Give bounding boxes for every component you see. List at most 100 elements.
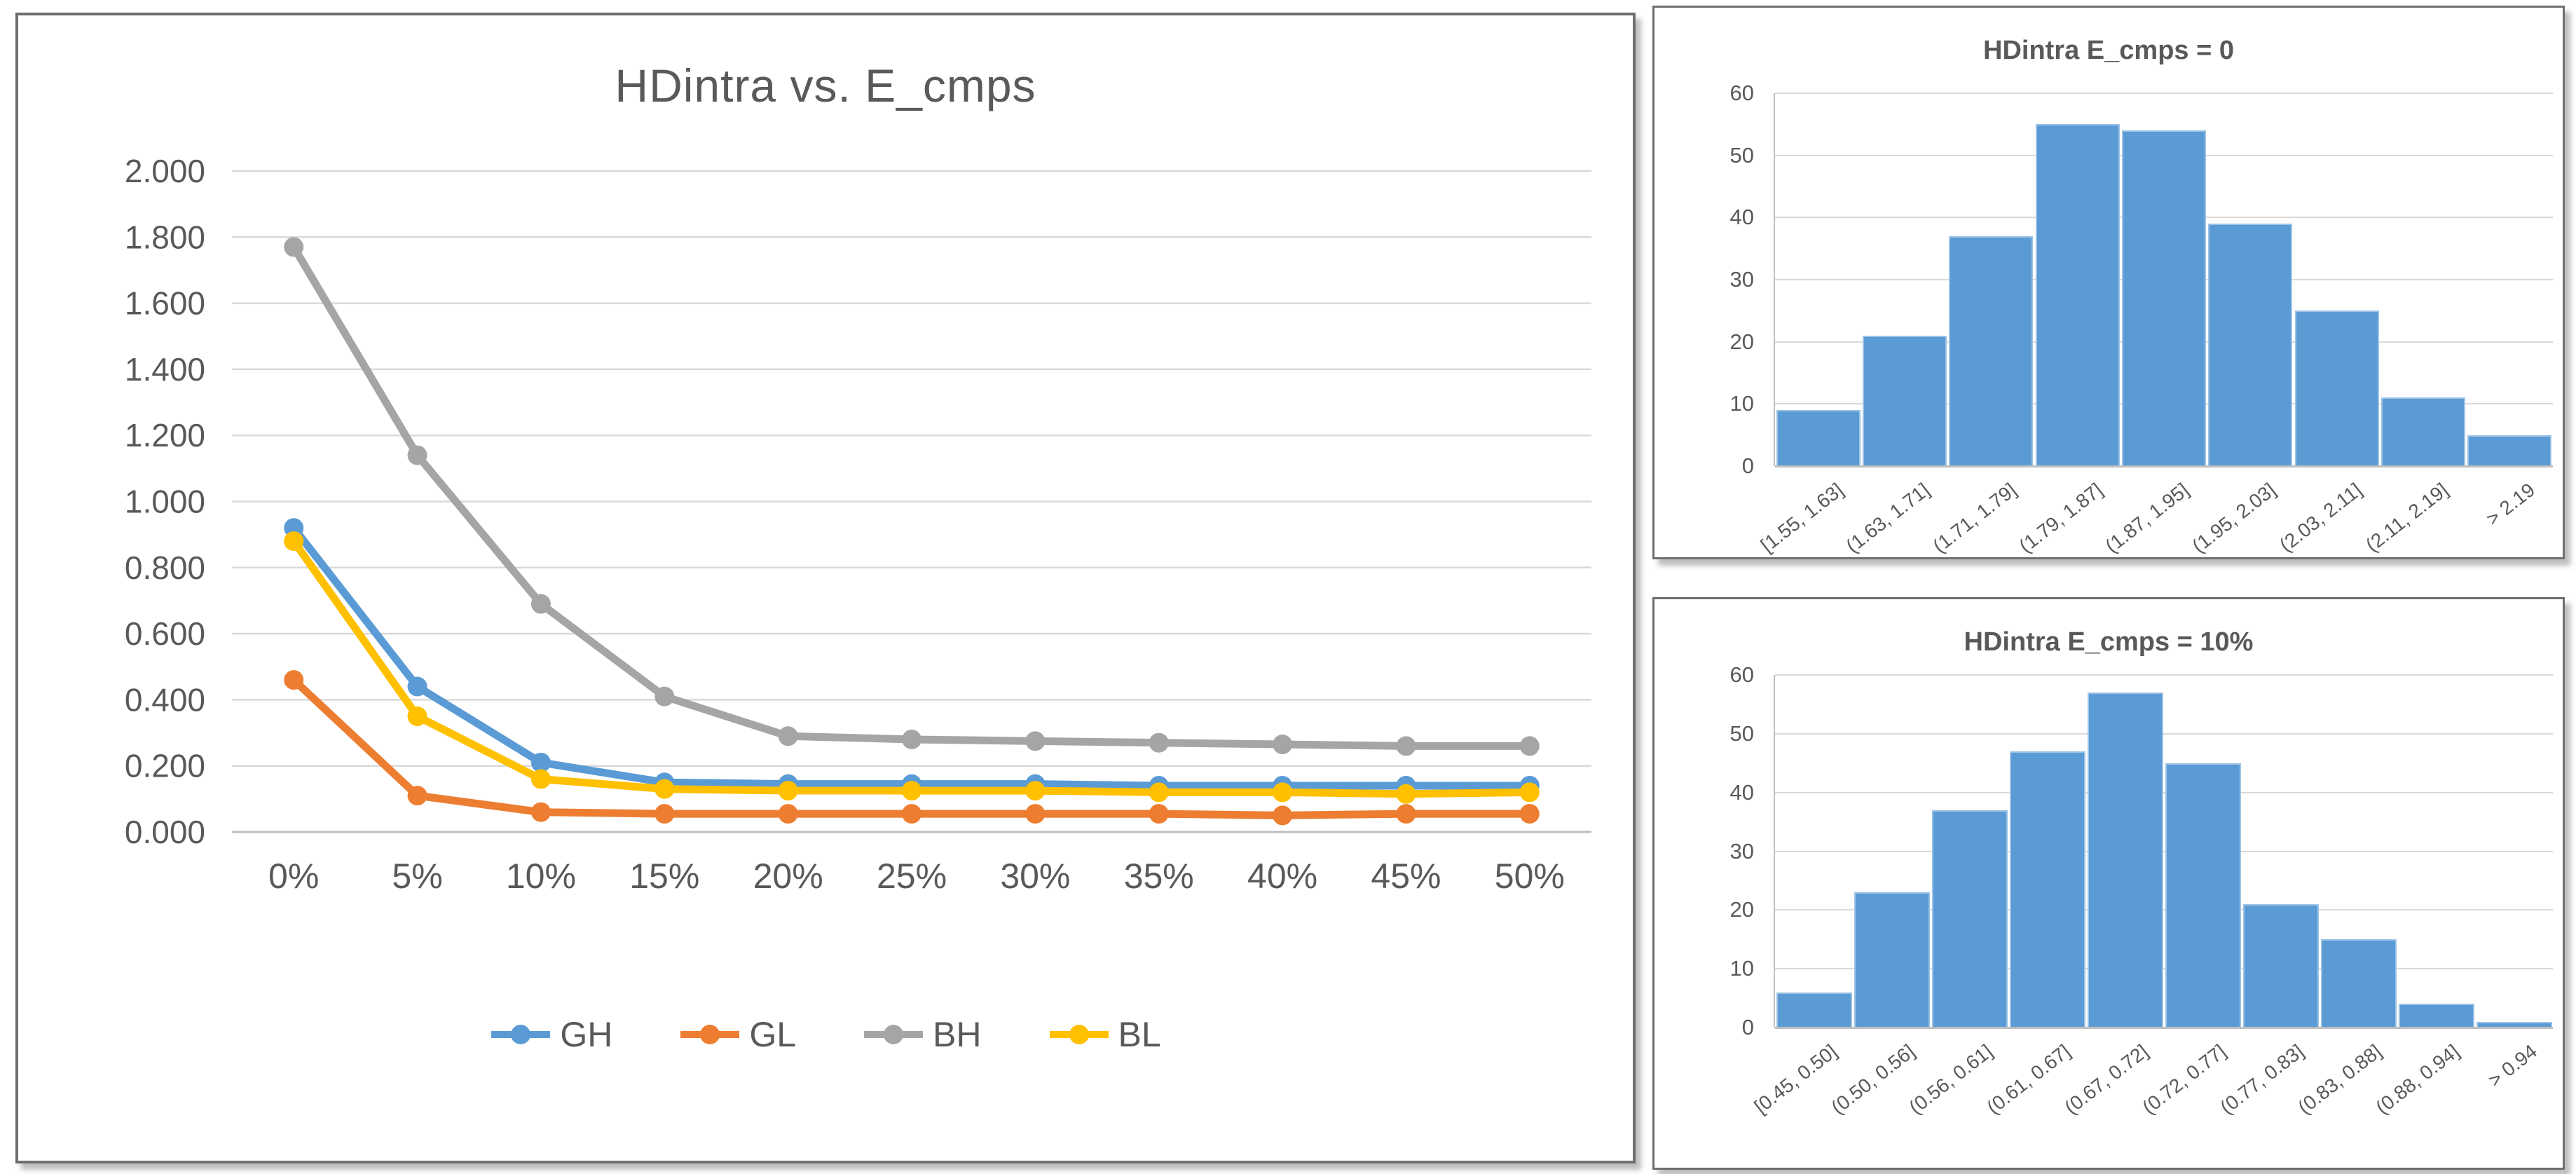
gridline	[1775, 909, 2553, 911]
y-axis-tick: 2.000	[125, 153, 205, 189]
y-axis-tick: 0.400	[125, 681, 205, 718]
series-marker-BH	[1025, 731, 1046, 751]
gridline	[1775, 968, 2553, 970]
y-axis-tick: 1.600	[125, 285, 205, 322]
series-line-BH	[289, 243, 1534, 750]
hist-bar	[2294, 310, 2379, 466]
series-marker-BL	[407, 706, 427, 726]
hist-bar	[1854, 892, 1930, 1028]
hist-bar	[2398, 1004, 2474, 1028]
y-axis-tick: 0.000	[125, 814, 205, 850]
legend-marker-icon	[864, 1025, 924, 1044]
x-axis-tick: 5%	[392, 856, 442, 896]
y-axis-tick: 50	[1729, 142, 1754, 168]
x-axis-tick: 40%	[1247, 856, 1317, 896]
legend-item-BL: BL	[1048, 1014, 1161, 1055]
series-marker-BH	[1149, 732, 1169, 753]
histogram-title: HDintra E_cmps = 10%	[1964, 627, 2254, 657]
series-marker-BL	[1149, 782, 1169, 803]
y-axis-tick: 60	[1729, 662, 1754, 687]
y-axis-tick: 20	[1729, 897, 1754, 922]
hist-bar	[2009, 751, 2085, 1028]
x-axis-line	[1775, 465, 2553, 467]
series-marker-BL	[778, 781, 798, 801]
series-marker-BH	[1396, 736, 1416, 756]
series-marker-GL	[778, 804, 798, 824]
y-axis-tick: 0.800	[125, 550, 205, 586]
series-marker-BH	[902, 729, 922, 749]
line-chart-legend: GH GL BH BL	[18, 1014, 1633, 1055]
series-marker-GL	[1396, 804, 1416, 824]
hist-bar	[2121, 130, 2207, 466]
legend-label: GL	[749, 1015, 797, 1054]
gridline	[1775, 791, 2553, 793]
y-axis-tick: 1.400	[125, 351, 205, 388]
series-marker-BL	[902, 781, 922, 801]
y-axis-line	[1774, 93, 1775, 466]
hist-bar	[1931, 810, 2008, 1028]
series-marker-GL	[902, 804, 922, 824]
hist-bar	[2208, 224, 2293, 466]
x-axis-tick: 30%	[1000, 856, 1070, 896]
y-axis-tick: 20	[1729, 329, 1754, 354]
gridline	[1775, 93, 2553, 94]
y-axis-tick: 30	[1729, 267, 1754, 292]
y-axis-tick: 0	[1741, 1015, 1754, 1039]
histogram-title: HDintra E_cmps = 0	[1983, 36, 2234, 65]
y-axis-tick: 30	[1729, 838, 1754, 864]
hist-bar	[1949, 236, 2034, 466]
series-marker-BH	[1273, 735, 1293, 755]
line-chart-plot: 2.000 1.800 1.600 1.400 1.200 1.000 0.800 0.600…	[125, 153, 1591, 896]
x-axis-tick: [0.45, 0.50]	[1751, 1040, 1842, 1118]
histogram-plot: 0 10 20 30 40 50 60 [1.55, 1.63] (1.63, 1.71] (1.…	[1654, 8, 2563, 557]
hist-bar	[2380, 397, 2466, 466]
legend-label: BL	[1118, 1015, 1161, 1054]
legend-label: GH	[560, 1015, 613, 1054]
hist-bar	[2087, 692, 2163, 1028]
histogram-card-ecmps-10: HDintra E_cmps = 10% 0 10 20 30 40 50 60 [0.45,…	[1652, 597, 2565, 1170]
series-marker-GL	[1149, 804, 1169, 824]
series-line-BL	[289, 537, 1534, 798]
y-axis-tick: 60	[1729, 81, 1754, 105]
legend-item-GH: GH	[490, 1014, 612, 1055]
x-axis-tick: 45%	[1371, 856, 1441, 896]
y-axis-line	[1774, 675, 1775, 1028]
legend-marker-icon	[1049, 1025, 1109, 1044]
y-axis-tick: 1.800	[125, 219, 205, 255]
y-axis-tick: 1.200	[125, 417, 205, 453]
series-marker-GH	[530, 752, 551, 772]
y-axis-tick: 0	[1741, 453, 1754, 478]
series-marker-GL	[407, 786, 427, 806]
histogram-plot: 0 10 20 30 40 50 60 [0.45, 0.50] (0.50, 0.56] (0.…	[1654, 599, 2563, 1168]
series-marker-BH	[778, 726, 798, 746]
legend-item-BH: BH	[863, 1014, 982, 1055]
series-marker-BH	[1519, 736, 1540, 756]
hist-bar	[1776, 410, 1861, 466]
histogram-card-ecmps-0: HDintra E_cmps = 0 0 10 20 30 40 50 60 [1.55, 1…	[1652, 6, 2565, 559]
line-chart-title: HDintra vs. E_cmps	[615, 60, 1036, 111]
hist-bar	[1862, 335, 1947, 466]
hist-bar	[2165, 763, 2241, 1028]
series-marker-BL	[1519, 782, 1540, 803]
series-marker-BL	[1396, 784, 1416, 804]
hist-bar	[2476, 1021, 2552, 1028]
hist-bar	[2242, 903, 2319, 1028]
series-marker-BL	[530, 769, 551, 789]
x-axis-tick: 25%	[877, 856, 947, 896]
hist-bar	[2467, 435, 2552, 466]
series-marker-GL	[1519, 804, 1540, 824]
x-axis-line	[1775, 1027, 2553, 1029]
series-marker-BL	[1273, 782, 1293, 803]
x-axis-tick: 15%	[629, 856, 699, 896]
series-marker-BH	[284, 237, 304, 257]
x-axis-tick: 10%	[506, 856, 576, 896]
y-axis-tick: 10	[1729, 391, 1754, 416]
x-axis-tick: 50%	[1495, 856, 1565, 896]
y-axis-tick: 10	[1729, 956, 1754, 981]
series-marker-BH	[407, 445, 427, 465]
legend-item-GL: GL	[679, 1014, 796, 1055]
legend-marker-icon	[491, 1025, 551, 1044]
series-marker-BL	[1025, 781, 1046, 801]
series-marker-GL	[655, 804, 675, 824]
